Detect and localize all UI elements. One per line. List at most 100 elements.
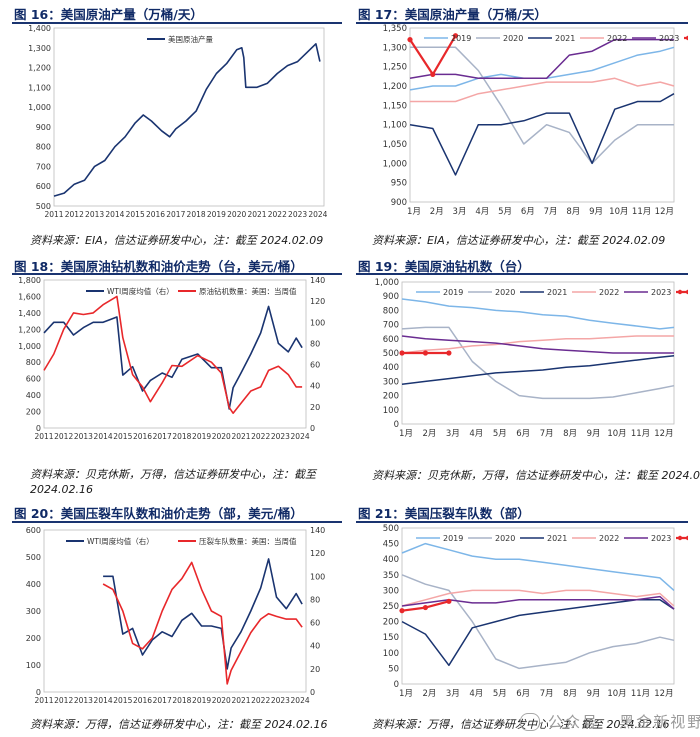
chart-us-crude-production: 500 600 700 800 900 1,000 1,100 1,200 1,300 1,400…	[28, 24, 328, 219]
y2-tick-label: 120	[310, 297, 325, 306]
x-tick-label: 2013	[74, 432, 93, 441]
title-rule	[356, 521, 688, 523]
series-line-2020	[401, 574, 675, 670]
x-tick-label: 2016	[133, 432, 152, 441]
legend-marker	[677, 289, 683, 295]
legend-label: 2021	[547, 534, 567, 543]
series-line-2023	[401, 335, 674, 354]
x-tick-label: 2011	[44, 210, 63, 219]
series-marker-2024	[430, 71, 436, 77]
y-tick-label: 500	[36, 202, 51, 211]
legend-label: 2020	[495, 534, 515, 543]
x-tick-label: 2019	[192, 432, 211, 441]
title-rule	[356, 273, 688, 275]
x-tick-label: 2011	[34, 432, 53, 441]
legend-label: 2023	[651, 534, 671, 543]
y-tick-label: 1,100	[28, 83, 51, 92]
x-tick-label: 11月	[631, 429, 650, 439]
x-tick-label: 2021	[247, 210, 266, 219]
y-tick-label: 1,200	[18, 325, 41, 334]
y-tick-label: 450	[383, 540, 399, 550]
y-tick-label: 300	[383, 586, 399, 596]
y-tick-label: 900	[36, 123, 51, 132]
y2-tick-label: 20	[310, 665, 320, 674]
series-line-2021	[409, 93, 675, 176]
x-tick-label: 1月	[399, 429, 413, 439]
title-rule	[12, 22, 342, 24]
y-tick-label: 100	[383, 649, 399, 659]
y-tick-label: 1,800	[18, 276, 41, 285]
y-tick-label: 600	[26, 526, 41, 535]
x-tick-label: 2024	[291, 696, 310, 705]
panel-title: 图 20：美国压裂车队数和油价走势（部，美元/桶）	[14, 506, 303, 521]
y2-tick-label: 140	[310, 526, 325, 535]
series-line-2020	[401, 326, 675, 400]
legend-label: 2019	[443, 534, 463, 543]
y-tick-label: 1,000	[383, 159, 407, 169]
watermark: 公众号 · 黑金新视野	[548, 713, 700, 731]
x-tick-label: 2023	[288, 210, 307, 219]
legend-label: 2021	[547, 288, 567, 297]
title-rule	[356, 22, 688, 24]
y-tick-label: 500	[26, 553, 41, 562]
series-marker-2024	[422, 604, 429, 611]
x-tick-label: 2020	[212, 696, 231, 705]
x-tick-label: 9月	[587, 429, 601, 439]
legend-marker	[677, 535, 683, 541]
x-tick-label: 11月	[632, 207, 651, 217]
series-line	[43, 295, 303, 414]
x-tick-label: 7月	[544, 207, 558, 217]
x-tick-label: 2018	[172, 432, 191, 441]
y-tick-label: 600	[26, 375, 41, 384]
plot-frame	[401, 527, 675, 685]
plot-frame	[43, 529, 307, 693]
x-tick-label: 2018	[172, 696, 191, 705]
legend-label: 美国原油产量	[168, 34, 213, 44]
x-tick-label: 2024	[308, 210, 327, 219]
source-note: 资料来源：EIA，信达证券研发中心，注：截至 2024.02.09	[372, 234, 666, 247]
y-tick-label: 800	[26, 358, 41, 367]
y-tick-label: 300	[383, 377, 399, 387]
x-tick-label: 3月	[453, 207, 467, 217]
plot-frame	[43, 279, 307, 429]
series-line-2020	[410, 46, 674, 165]
y2-tick-label: 80	[310, 595, 320, 604]
legend-label: 2022	[599, 534, 619, 543]
x-tick-label: 2016	[133, 696, 152, 705]
y-tick-label: 600	[383, 335, 399, 345]
x-tick-label: 2015	[113, 432, 132, 441]
x-tick-label: 4月	[475, 207, 489, 217]
legend-label: 2020	[503, 34, 523, 43]
legend-label: 2023	[651, 288, 671, 297]
x-tick-label: 10月	[607, 429, 626, 439]
y2-tick-label: 0	[310, 688, 315, 697]
legend-label: 2023	[659, 34, 679, 43]
y-tick-label: 1,300	[383, 43, 407, 53]
x-tick-label: 2019	[207, 210, 226, 219]
y-tick-label: 200	[383, 618, 399, 628]
series-marker-2024	[452, 33, 459, 39]
y-tick-label: 1,300	[28, 44, 51, 53]
chart-frac-fleet-by-year: 0 50 100 150 200 250 300 350 400 450 500 1月 2月 3月 4月 5月…	[383, 524, 688, 699]
y2-tick-label: 120	[310, 549, 325, 558]
x-tick-label: 2月	[422, 429, 436, 439]
y-tick-label: 1,200	[383, 82, 407, 92]
x-tick-label: 2017	[166, 210, 185, 219]
y-tick-label: 1,000	[18, 342, 41, 351]
y-tick-label: 400	[383, 363, 399, 373]
x-tick-label: 12月	[654, 689, 673, 699]
series-line-2019	[401, 542, 675, 591]
x-tick-label: 6月	[516, 429, 530, 439]
y-tick-label: 150	[383, 633, 399, 643]
panel-title: 图 18：美国原油钻机数和油价走势（台，美元/桶）	[14, 259, 303, 274]
plot-frame	[53, 27, 325, 207]
x-tick-label: 2024	[291, 432, 310, 441]
y2-tick-label: 60	[310, 619, 320, 628]
y-tick-label: 200	[26, 408, 41, 417]
panel-title: 图 17：美国原油产量（万桶/天）	[358, 7, 547, 22]
series-marker-2024	[446, 598, 452, 604]
x-tick-label: 11月	[631, 689, 650, 699]
y-tick-label: 800	[383, 306, 399, 316]
x-tick-label: 12月	[655, 207, 674, 217]
x-tick-label: 2019	[192, 696, 211, 705]
